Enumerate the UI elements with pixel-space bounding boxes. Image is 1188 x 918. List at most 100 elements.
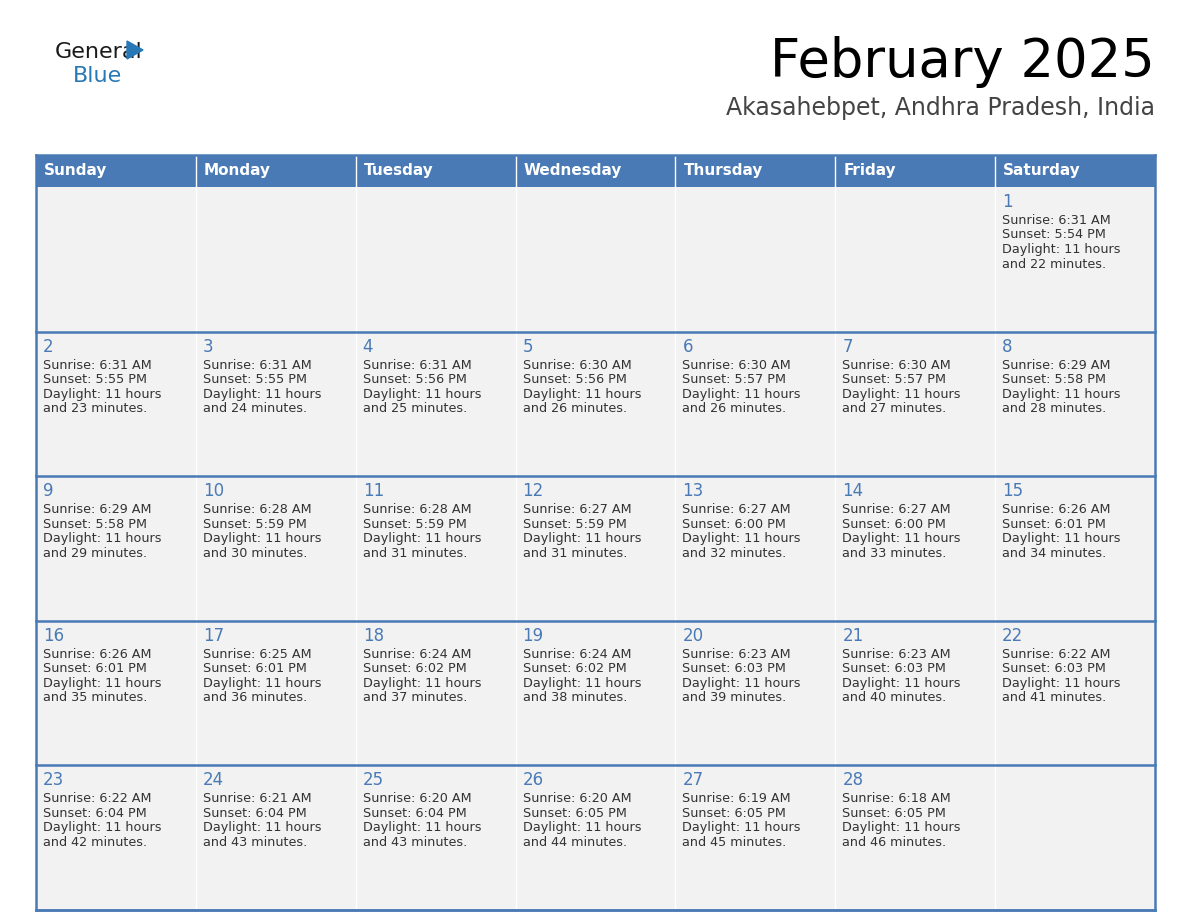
Text: and 26 minutes.: and 26 minutes. bbox=[682, 402, 786, 415]
Text: and 44 minutes.: and 44 minutes. bbox=[523, 836, 627, 849]
Text: Sunrise: 6:31 AM: Sunrise: 6:31 AM bbox=[43, 359, 152, 372]
Text: Daylight: 11 hours: Daylight: 11 hours bbox=[523, 387, 642, 400]
Bar bbox=[996, 766, 1155, 910]
Bar bbox=[676, 621, 835, 766]
Bar bbox=[835, 331, 996, 476]
Text: and 34 minutes.: and 34 minutes. bbox=[1003, 547, 1106, 560]
Bar bbox=[36, 331, 196, 476]
Text: and 38 minutes.: and 38 minutes. bbox=[523, 691, 627, 704]
Text: Sunrise: 6:26 AM: Sunrise: 6:26 AM bbox=[43, 648, 152, 661]
Text: Thursday: Thursday bbox=[683, 163, 763, 178]
Bar bbox=[835, 621, 996, 766]
Text: 20: 20 bbox=[682, 627, 703, 644]
Bar bbox=[355, 331, 516, 476]
Text: Sunrise: 6:31 AM: Sunrise: 6:31 AM bbox=[1003, 214, 1111, 227]
Bar bbox=[676, 766, 835, 910]
Text: and 23 minutes.: and 23 minutes. bbox=[43, 402, 147, 415]
Text: Daylight: 11 hours: Daylight: 11 hours bbox=[43, 532, 162, 545]
Text: Sunset: 5:56 PM: Sunset: 5:56 PM bbox=[523, 373, 626, 386]
Text: Daylight: 11 hours: Daylight: 11 hours bbox=[682, 532, 801, 545]
Bar bbox=[996, 331, 1155, 476]
Text: Daylight: 11 hours: Daylight: 11 hours bbox=[842, 387, 961, 400]
Text: Monday: Monday bbox=[204, 163, 271, 178]
Text: Sunrise: 6:30 AM: Sunrise: 6:30 AM bbox=[682, 359, 791, 372]
Text: 22: 22 bbox=[1003, 627, 1023, 644]
Text: Daylight: 11 hours: Daylight: 11 hours bbox=[203, 387, 322, 400]
Bar bbox=[516, 187, 676, 331]
Bar bbox=[516, 331, 676, 476]
Text: Sunrise: 6:20 AM: Sunrise: 6:20 AM bbox=[523, 792, 631, 805]
Text: Wednesday: Wednesday bbox=[524, 163, 623, 178]
Text: and 32 minutes.: and 32 minutes. bbox=[682, 547, 786, 560]
Text: Daylight: 11 hours: Daylight: 11 hours bbox=[682, 822, 801, 834]
Text: and 28 minutes.: and 28 minutes. bbox=[1003, 402, 1106, 415]
Text: Sunset: 6:03 PM: Sunset: 6:03 PM bbox=[682, 662, 786, 676]
Text: and 22 minutes.: and 22 minutes. bbox=[1003, 258, 1106, 271]
Text: Sunrise: 6:24 AM: Sunrise: 6:24 AM bbox=[362, 648, 472, 661]
Bar bbox=[196, 621, 355, 766]
Text: Sunset: 5:57 PM: Sunset: 5:57 PM bbox=[682, 373, 786, 386]
Bar bbox=[516, 476, 676, 621]
Text: and 39 minutes.: and 39 minutes. bbox=[682, 691, 786, 704]
Text: 10: 10 bbox=[203, 482, 225, 500]
Bar bbox=[196, 187, 355, 331]
Text: 4: 4 bbox=[362, 338, 373, 355]
Text: 24: 24 bbox=[203, 771, 225, 789]
Text: and 41 minutes.: and 41 minutes. bbox=[1003, 691, 1106, 704]
Text: 1: 1 bbox=[1003, 193, 1012, 211]
Text: Daylight: 11 hours: Daylight: 11 hours bbox=[1003, 387, 1120, 400]
Bar bbox=[676, 331, 835, 476]
Bar bbox=[516, 621, 676, 766]
Text: Sunset: 5:56 PM: Sunset: 5:56 PM bbox=[362, 373, 467, 386]
Text: Sunset: 5:54 PM: Sunset: 5:54 PM bbox=[1003, 229, 1106, 241]
Text: Sunrise: 6:23 AM: Sunrise: 6:23 AM bbox=[842, 648, 950, 661]
Text: 25: 25 bbox=[362, 771, 384, 789]
Text: Sunrise: 6:20 AM: Sunrise: 6:20 AM bbox=[362, 792, 472, 805]
Bar bbox=[835, 476, 996, 621]
Text: and 27 minutes.: and 27 minutes. bbox=[842, 402, 947, 415]
Text: Sunrise: 6:28 AM: Sunrise: 6:28 AM bbox=[203, 503, 311, 516]
Text: Sunset: 6:01 PM: Sunset: 6:01 PM bbox=[1003, 518, 1106, 531]
Text: 12: 12 bbox=[523, 482, 544, 500]
Text: Daylight: 11 hours: Daylight: 11 hours bbox=[43, 822, 162, 834]
Text: 13: 13 bbox=[682, 482, 703, 500]
Text: Sunset: 5:59 PM: Sunset: 5:59 PM bbox=[362, 518, 467, 531]
Bar bbox=[196, 331, 355, 476]
Bar bbox=[36, 621, 196, 766]
Text: 18: 18 bbox=[362, 627, 384, 644]
Text: 11: 11 bbox=[362, 482, 384, 500]
Bar bbox=[196, 155, 355, 187]
Text: Sunrise: 6:29 AM: Sunrise: 6:29 AM bbox=[43, 503, 152, 516]
Text: 9: 9 bbox=[43, 482, 53, 500]
Polygon shape bbox=[127, 41, 143, 59]
Text: and 30 minutes.: and 30 minutes. bbox=[203, 547, 308, 560]
Text: 21: 21 bbox=[842, 627, 864, 644]
Bar bbox=[355, 187, 516, 331]
Text: Daylight: 11 hours: Daylight: 11 hours bbox=[362, 677, 481, 689]
Text: and 37 minutes.: and 37 minutes. bbox=[362, 691, 467, 704]
Bar bbox=[676, 187, 835, 331]
Text: Sunset: 6:05 PM: Sunset: 6:05 PM bbox=[682, 807, 786, 820]
Text: Sunrise: 6:22 AM: Sunrise: 6:22 AM bbox=[43, 792, 152, 805]
Text: 5: 5 bbox=[523, 338, 533, 355]
Text: Daylight: 11 hours: Daylight: 11 hours bbox=[43, 387, 162, 400]
Text: Sunset: 6:04 PM: Sunset: 6:04 PM bbox=[203, 807, 307, 820]
Text: Sunset: 5:58 PM: Sunset: 5:58 PM bbox=[1003, 373, 1106, 386]
Text: Sunset: 6:00 PM: Sunset: 6:00 PM bbox=[682, 518, 786, 531]
Text: Daylight: 11 hours: Daylight: 11 hours bbox=[1003, 532, 1120, 545]
Text: Sunrise: 6:27 AM: Sunrise: 6:27 AM bbox=[523, 503, 631, 516]
Text: Daylight: 11 hours: Daylight: 11 hours bbox=[523, 532, 642, 545]
Text: Sunrise: 6:28 AM: Sunrise: 6:28 AM bbox=[362, 503, 472, 516]
Text: 15: 15 bbox=[1003, 482, 1023, 500]
Bar bbox=[355, 766, 516, 910]
Text: Daylight: 11 hours: Daylight: 11 hours bbox=[523, 677, 642, 689]
Text: Daylight: 11 hours: Daylight: 11 hours bbox=[1003, 243, 1120, 256]
Text: Sunrise: 6:19 AM: Sunrise: 6:19 AM bbox=[682, 792, 791, 805]
Text: Sunrise: 6:26 AM: Sunrise: 6:26 AM bbox=[1003, 503, 1111, 516]
Text: Sunrise: 6:27 AM: Sunrise: 6:27 AM bbox=[842, 503, 950, 516]
Text: Saturday: Saturday bbox=[1003, 163, 1081, 178]
Text: 8: 8 bbox=[1003, 338, 1012, 355]
Text: Sunset: 6:01 PM: Sunset: 6:01 PM bbox=[203, 662, 307, 676]
Text: Sunrise: 6:27 AM: Sunrise: 6:27 AM bbox=[682, 503, 791, 516]
Text: 26: 26 bbox=[523, 771, 544, 789]
